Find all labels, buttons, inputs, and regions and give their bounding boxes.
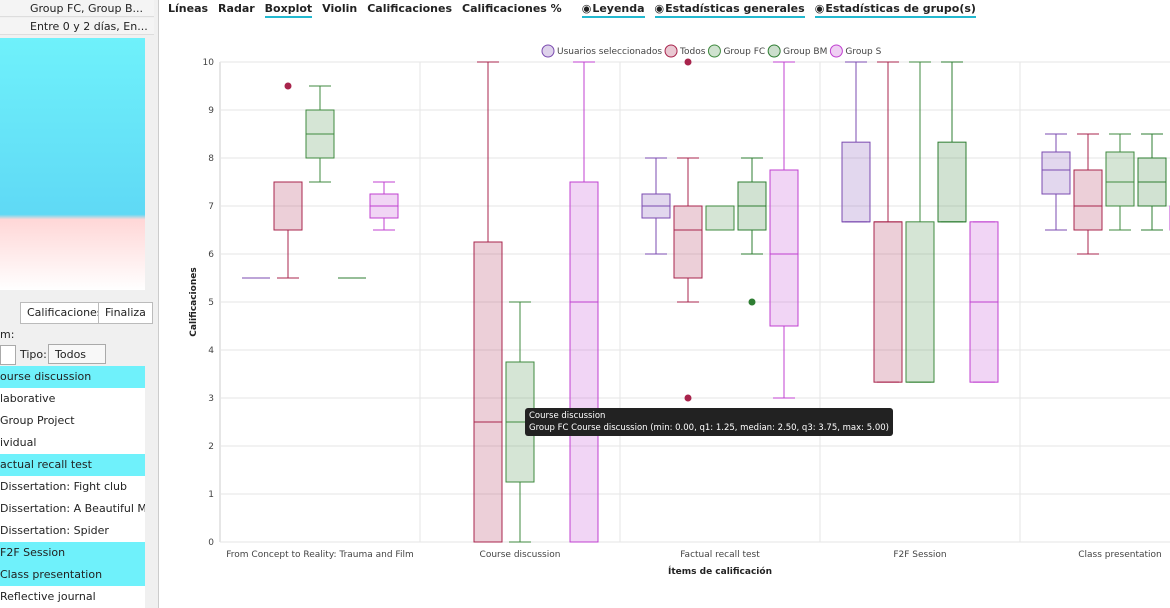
box [769,169,799,327]
legend-label: Group FC [723,47,765,57]
y-tick-label: 3 [208,394,214,404]
list-item[interactable]: laborative [0,392,56,405]
sidebar: Group FC, Group B... Entre 0 y 2 días, E… [0,0,159,608]
legend-marker [541,44,555,58]
toggle-label: Leyenda [592,2,645,15]
legend-label: Group BM [783,47,827,57]
box [569,181,599,543]
box [1105,151,1135,207]
x-tick-label: Class presentation [1078,550,1162,560]
toolbar: Líneas Radar Boxplot Violin Calificaciones Ca… [158,0,976,18]
legend-marker [767,44,781,58]
tooltip: Course discussion Group FC Course discuss… [525,408,893,436]
box [1073,169,1103,231]
outlier [684,394,692,402]
box [273,181,303,231]
outlier [748,298,756,306]
chart-panel: Líneas Radar Boxplot Violin Calificaciones Ca… [158,0,1170,608]
toggle[interactable]: ◉Estadísticas de grupo(s) [814,0,976,18]
toggle-label: Estadísticas generales [665,2,805,15]
toggle[interactable]: ◉Estadísticas generales [654,0,805,18]
list-item[interactable]: Dissertation: A Beautiful Mind [0,502,145,515]
box [873,221,903,383]
legend-marker [707,44,721,58]
box [841,141,871,223]
x-tick-label: F2F Session [893,550,946,560]
list-item[interactable]: ividual [0,436,37,449]
y-tick-label: 10 [203,58,215,68]
y-axis-title: Calificaciones [189,267,199,336]
box [473,241,503,543]
list-item[interactable]: Group Project [0,414,75,427]
y-tick-label: 2 [208,442,214,452]
box [705,205,735,231]
outlier [284,82,292,90]
toggle[interactable]: ◉Leyenda [581,0,645,18]
x-tick-label: Course discussion [480,550,561,560]
tooltip-text: Group FC Course discussion (min: 0.00, q… [529,423,889,433]
outlier [684,58,692,66]
legend-label: Todos [679,47,706,57]
y-tick-label: 0 [208,538,214,548]
x-axis-title: Ítems de calificación [668,565,772,577]
legend-label: Usuarios seleccionados [557,47,662,57]
tab[interactable]: Finaliza [98,302,153,324]
filter[interactable]: Group FC, Group B... [0,0,154,17]
y-tick-label: 9 [208,106,214,116]
legend-marker [829,44,843,58]
y-tick-label: 7 [208,202,214,212]
list-item[interactable]: Reflective journal [0,590,96,603]
y-tick-label: 6 [208,250,214,260]
list-item[interactable]: actual recall test [0,454,145,476]
tooltip-title: Course discussion [529,411,606,421]
x-tick-label: Factual recall test [680,550,760,560]
box [905,221,935,383]
box [1041,151,1071,195]
tab[interactable]: Líneas [168,2,209,15]
tab[interactable]: Calificaciones [367,2,453,15]
label: m: [0,328,15,341]
tab[interactable]: Violin [322,2,358,15]
list-item[interactable]: ourse discussion [0,366,145,388]
legend-label: Group S [845,47,881,57]
blurred-list [0,38,145,290]
list-item[interactable]: Dissertation: Fight club [0,480,128,493]
y-tick-label: 5 [208,298,214,308]
list-item[interactable]: Class presentation [0,564,145,586]
x-tick-label: From Concept to Reality: Trauma and Film [226,550,413,560]
y-tick-label: 1 [208,490,214,500]
tab[interactable]: Calificaciones [20,302,110,324]
box [673,205,703,279]
legend-marker [664,44,678,58]
chart: 0 1 2 3 4 5 6 7 8 9 10 Calificaciones Ítems de calif… [189,44,1170,577]
tab[interactable]: Boxplot [264,0,313,18]
tab[interactable]: Radar [218,2,255,15]
y-tick-label: 4 [208,346,214,356]
y-tick-label: 8 [208,154,214,164]
tab[interactable]: Calificaciones % [462,2,562,15]
item-list: ourse discussion laborative Group Project i… [0,366,145,608]
box [937,141,967,223]
toggle-label: Estadísticas de grupo(s) [825,2,976,15]
list-item[interactable]: Dissertation: Spider [0,524,109,537]
type-select[interactable]: Todos [48,344,106,364]
search-input[interactable] [0,345,16,365]
label: Tipo: [20,348,47,361]
filter[interactable]: Entre 0 y 2 días, En... [0,18,154,35]
list-item[interactable]: F2F Session [0,542,145,564]
